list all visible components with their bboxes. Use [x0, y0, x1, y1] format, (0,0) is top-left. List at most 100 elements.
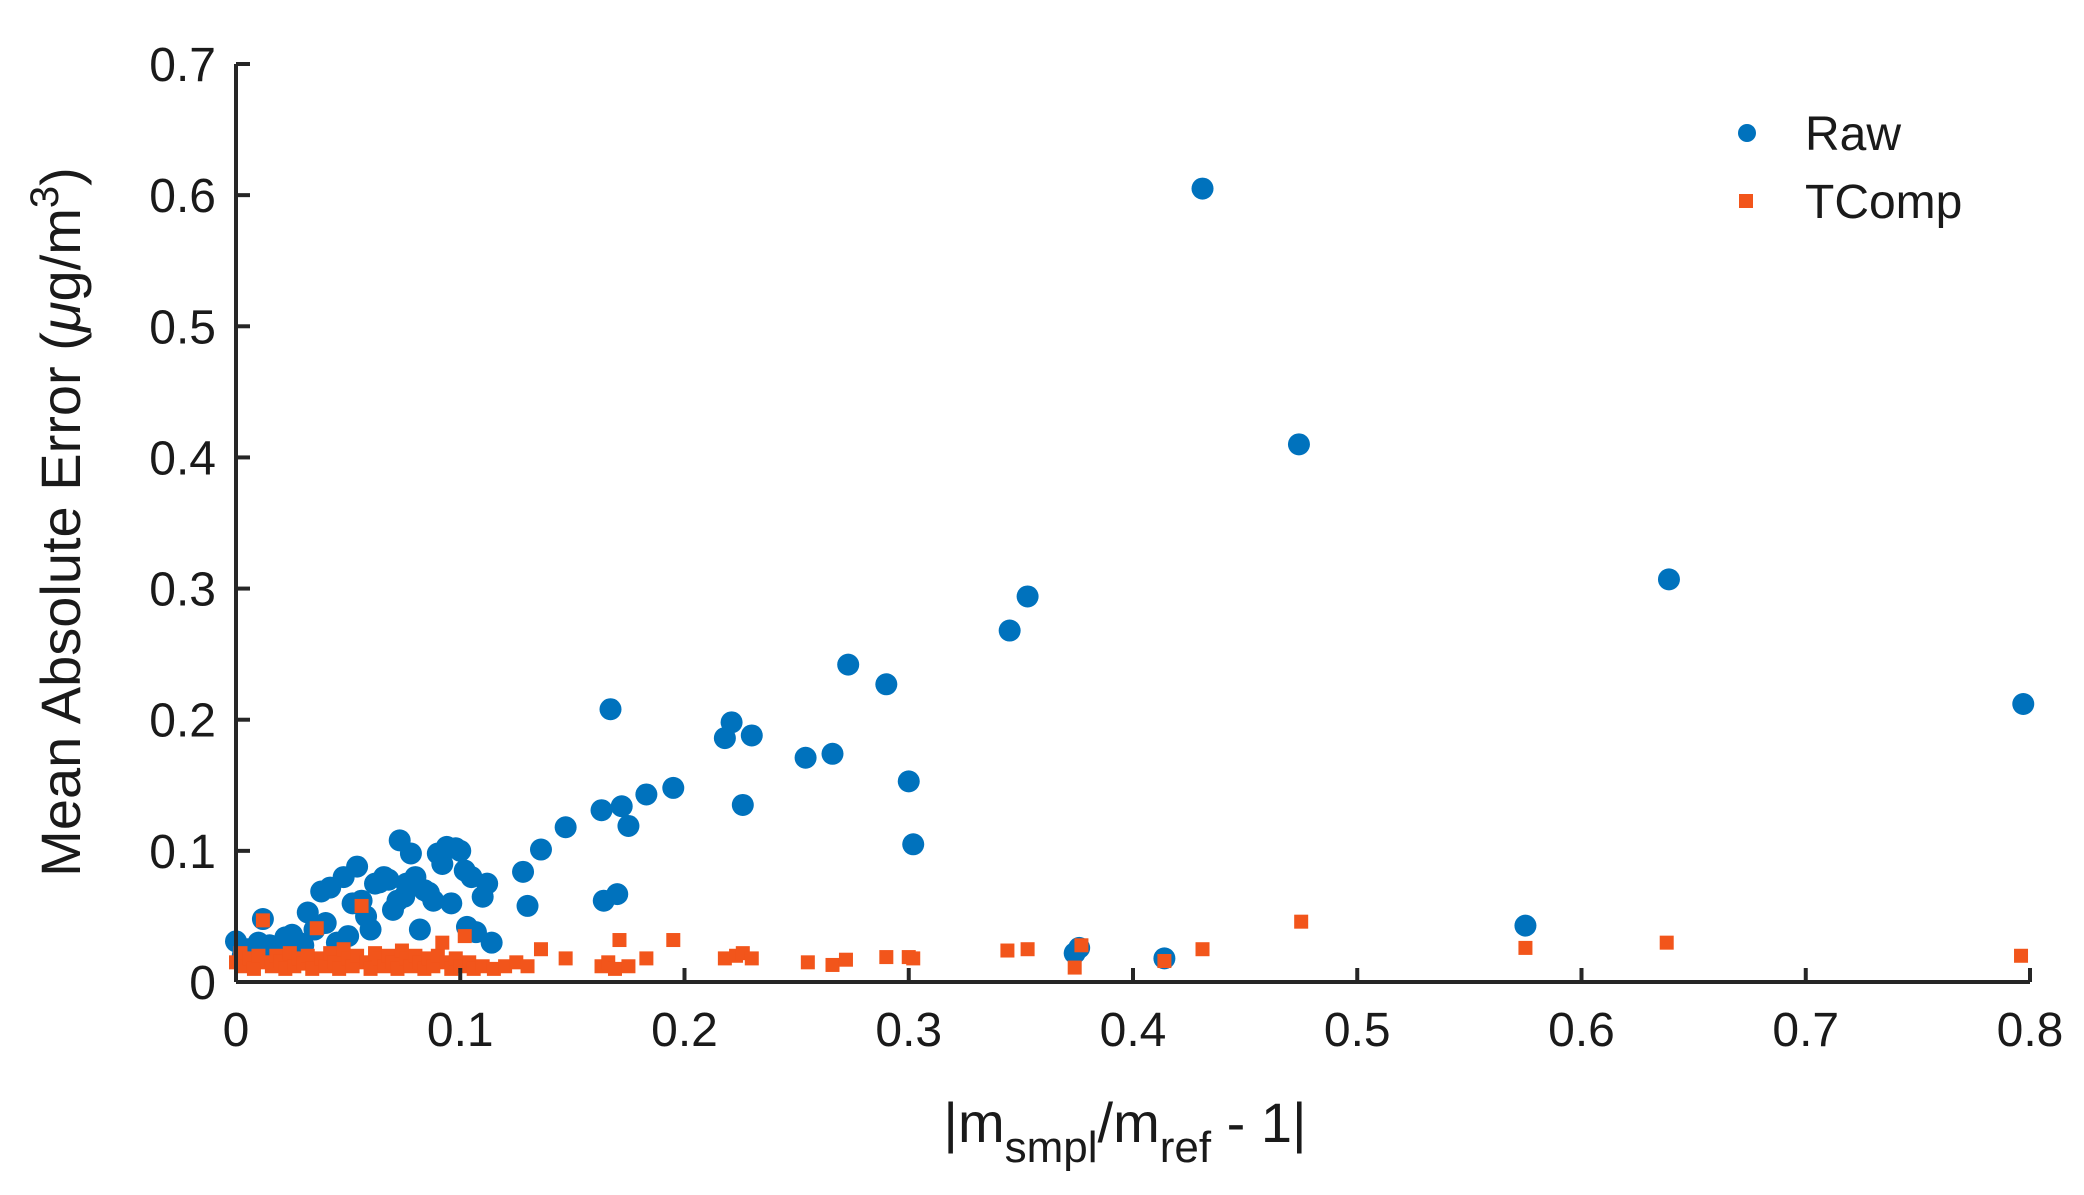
tcomp-point: [486, 961, 501, 976]
raw-point: [346, 855, 369, 878]
raw-point: [1287, 433, 1310, 456]
series-raw: [225, 177, 2035, 970]
legend-label-tcomp: TComp: [1805, 176, 1962, 229]
raw-point: [440, 892, 463, 915]
tcomp-point: [744, 951, 759, 966]
raw-point: [902, 833, 925, 856]
tcomp-point: [255, 913, 270, 928]
tcomp-point: [621, 959, 636, 974]
x-tick-label: 0.2: [651, 1004, 718, 1057]
raw-point: [875, 673, 898, 696]
raw-point: [2012, 692, 2035, 715]
raw-point: [516, 894, 539, 917]
raw-point: [337, 925, 360, 948]
x-tick-label: 0.7: [1772, 1004, 1839, 1057]
x-tick-label: 0.1: [427, 1004, 494, 1057]
y-axis-title: Mean Absolute Error (μg/m3): [23, 167, 92, 877]
x-axis-title: |msmpl/mref - 1|: [943, 1091, 1306, 1172]
raw-point: [377, 868, 400, 891]
tick-labels: 0 0.1 0.2 0.3 0.4 0.5 0.6 0.7 0.8 0 0.1 0.2 0.3 0.4 0.…: [149, 39, 2063, 1057]
raw-point: [1016, 585, 1039, 608]
tcomp-point: [1157, 954, 1172, 969]
tcomp-point: [354, 898, 369, 913]
tcomp-point: [717, 951, 732, 966]
raw-point: [512, 860, 535, 883]
tcomp-point: [498, 959, 513, 974]
legend: Raw TComp: [1738, 108, 1962, 229]
tcomp-point: [1020, 942, 1035, 957]
y-tick-label: 0.5: [149, 301, 216, 354]
tcomp-point: [1195, 942, 1210, 957]
raw-point: [897, 770, 920, 793]
raw-point: [480, 931, 503, 954]
raw-point: [296, 901, 319, 924]
x-tick-label: 0: [223, 1004, 250, 1057]
raw-point: [408, 918, 431, 941]
raw-point: [720, 711, 743, 734]
tcomp-point: [612, 933, 627, 948]
tcomp-point: [800, 955, 815, 970]
series-tcomp: [229, 898, 2029, 976]
x-tick-label: 0.6: [1548, 1004, 1615, 1057]
tcomp-point: [666, 933, 681, 948]
raw-point: [554, 816, 577, 839]
legend-marker-raw: [1738, 124, 1756, 142]
raw-point: [794, 746, 817, 769]
raw-point: [610, 795, 633, 818]
y-tick-label: 0: [189, 957, 216, 1010]
raw-point: [617, 814, 640, 837]
tcomp-point: [825, 957, 840, 972]
raw-point: [1191, 177, 1214, 200]
raw-point: [837, 653, 860, 676]
raw-point: [998, 619, 1021, 642]
tcomp-point: [309, 921, 324, 936]
raw-point: [529, 838, 552, 861]
y-tick-label: 0.6: [149, 170, 216, 223]
raw-point: [431, 852, 454, 875]
y-tick-label: 0.4: [149, 432, 216, 485]
raw-point: [1657, 568, 1680, 591]
tcomp-point: [1294, 914, 1309, 929]
tcomp-point: [509, 955, 524, 970]
axes: [234, 62, 2032, 984]
y-tick-label: 0.3: [149, 564, 216, 617]
legend-marker-tcomp: [1739, 194, 1753, 208]
tcomp-point: [520, 959, 535, 974]
tcomp-point: [457, 929, 472, 944]
tcomp-point: [1067, 960, 1082, 975]
tcomp-point: [435, 935, 450, 950]
x-tick-label: 0.8: [1997, 1004, 2064, 1057]
raw-point: [399, 842, 422, 865]
raw-point: [662, 776, 685, 799]
raw-point: [635, 783, 658, 806]
tcomp-point: [533, 942, 548, 957]
legend-label-raw: Raw: [1805, 108, 1901, 161]
tcomp-point: [838, 952, 853, 967]
y-tick-label: 0.7: [149, 39, 216, 92]
tcomp-point: [906, 951, 921, 966]
x-tick-label: 0.3: [875, 1004, 942, 1057]
tcomp-point: [475, 959, 490, 974]
tcomp-point: [1074, 938, 1089, 953]
y-tick-label: 0.2: [149, 695, 216, 748]
raw-point: [590, 799, 613, 822]
raw-point: [599, 698, 622, 721]
tcomp-point: [558, 951, 573, 966]
raw-point: [740, 724, 763, 747]
tcomp-point: [1000, 943, 1015, 958]
raw-point: [1514, 914, 1537, 937]
raw-point: [731, 793, 754, 816]
raw-point: [476, 872, 499, 895]
tcomp-point: [1659, 935, 1674, 950]
tcomp-point: [1518, 940, 1533, 955]
y-tick-label: 0.1: [149, 826, 216, 879]
tcomp-point: [639, 951, 654, 966]
raw-point: [606, 883, 629, 906]
tcomp-point: [607, 961, 622, 976]
raw-point: [449, 839, 472, 862]
tcomp-point: [246, 961, 261, 976]
tcomp-point: [879, 950, 894, 965]
x-tick-label: 0.4: [1100, 1004, 1167, 1057]
raw-point: [821, 742, 844, 765]
